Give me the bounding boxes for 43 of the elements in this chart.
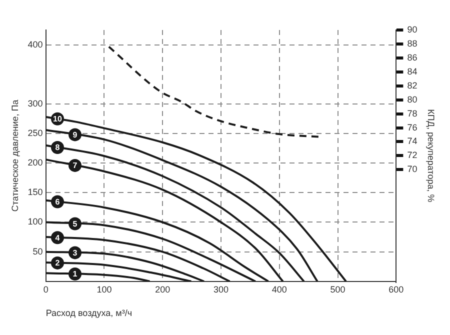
y2-tick-label: 78 [407, 108, 418, 118]
y-tick-label: 300 [28, 98, 43, 108]
y2-tick-label: 84 [407, 66, 418, 76]
y-tick-label: 50 [32, 246, 43, 256]
series-label: 5 [72, 219, 78, 228]
x-tick-label: 0 [43, 284, 48, 294]
line-series [46, 199, 270, 282]
y2-tick-label: 70 [407, 164, 418, 174]
y2-axis-title: КПД, рекуператора, % [426, 109, 436, 202]
y-axis-title: Статическое давление, Па [10, 100, 20, 212]
y-tick-label: 150 [28, 187, 43, 198]
x-tick-label: 200 [155, 284, 170, 294]
y-tick-label: 400 [28, 39, 43, 50]
line-series [46, 221, 256, 282]
x-tick-label: 400 [272, 284, 287, 294]
y-tick-label: 250 [28, 128, 43, 138]
line-series [46, 116, 347, 282]
y2-tick-label: 82 [407, 80, 418, 90]
x-tick-label: 500 [330, 284, 346, 294]
series-label: 8 [55, 143, 60, 152]
line-series [108, 46, 322, 138]
series-label: 7 [72, 161, 78, 170]
x-tick-label: 600 [388, 284, 404, 294]
y2-tick-label: 72 [407, 150, 418, 160]
series-label: 6 [55, 197, 60, 206]
y-tick-label: 200 [28, 158, 43, 168]
y-tick-label: 100 [28, 216, 43, 227]
series-label: 4 [55, 233, 60, 242]
series-label: 2 [55, 258, 60, 268]
x-tick-label: 100 [96, 284, 112, 294]
y2-tick-label: 90 [407, 24, 418, 34]
y2-tick-label: 86 [407, 52, 418, 62]
series-label: 3 [72, 248, 78, 258]
y2-tick-label: 76 [407, 122, 418, 132]
series-label: 9 [72, 130, 78, 140]
y2-tick-label: 80 [407, 94, 418, 104]
line-series [46, 158, 284, 282]
series-label: 1 [72, 270, 78, 279]
y2-tick-label: 88 [407, 38, 418, 48]
y2-tick-label: 74 [407, 136, 418, 146]
x-axis-title: Расход воздуха, м³/ч [46, 308, 132, 318]
x-tick-label: 300 [213, 284, 229, 294]
series-label: 10 [53, 114, 62, 124]
